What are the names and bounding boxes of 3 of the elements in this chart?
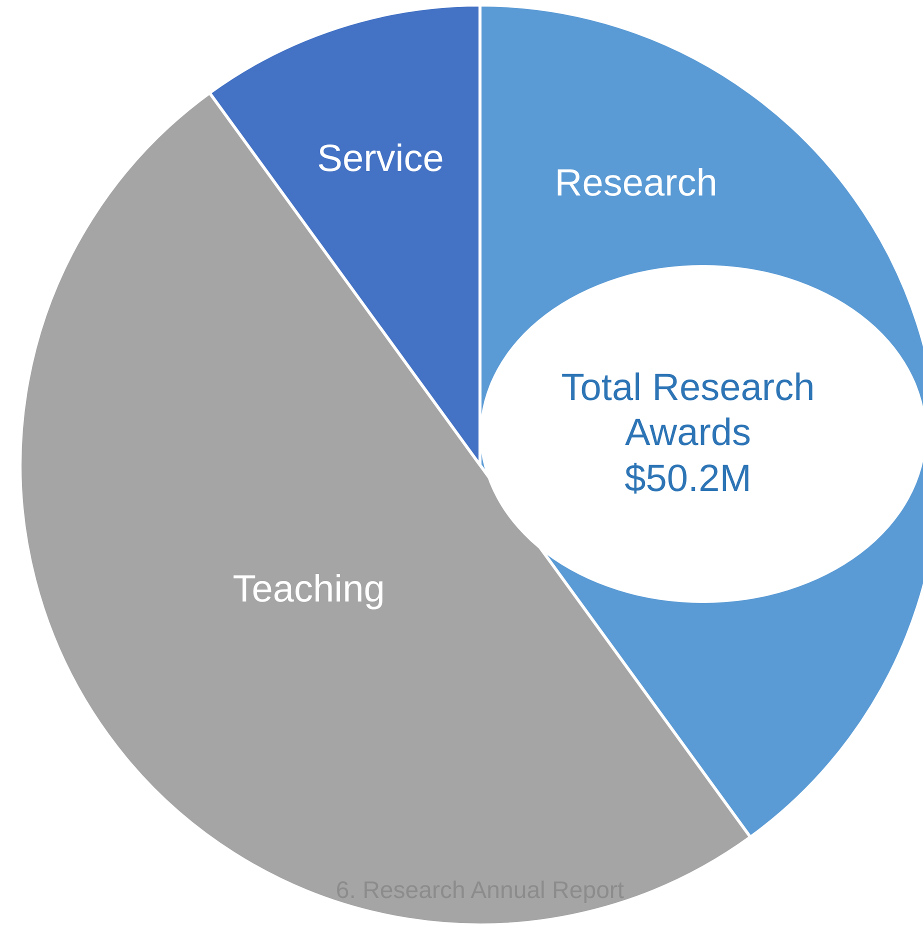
slice-label: Research [554, 162, 718, 204]
slice-label: Teaching [232, 568, 385, 610]
slice-label: Service [317, 138, 444, 180]
